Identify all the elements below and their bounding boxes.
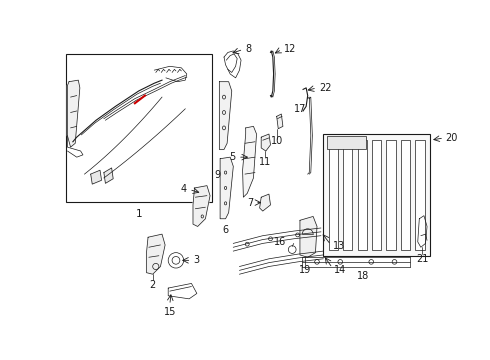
Polygon shape [260,194,270,211]
Polygon shape [261,134,270,151]
Text: 3: 3 [193,255,199,265]
Text: 19: 19 [299,265,312,275]
Text: 8: 8 [245,44,252,54]
Text: 11: 11 [259,157,271,167]
Text: 2: 2 [149,280,156,291]
Text: 17: 17 [294,104,306,114]
Polygon shape [193,186,210,226]
Polygon shape [243,126,257,197]
Text: 12: 12 [285,44,297,54]
Polygon shape [68,80,80,147]
Bar [416,140,425,249]
Polygon shape [277,114,283,129]
Polygon shape [220,157,233,219]
Text: 21: 21 [416,254,429,264]
Text: 16: 16 [274,237,286,247]
Bar [323,134,430,256]
Text: 5: 5 [229,152,236,162]
Text: 14: 14 [334,265,346,275]
Bar [329,140,338,249]
Text: 6: 6 [222,225,229,235]
Bar [343,140,352,249]
Polygon shape [220,82,232,149]
Bar [401,140,410,249]
Text: 9: 9 [215,170,221,180]
Polygon shape [91,170,101,184]
Text: 1: 1 [135,209,142,219]
Polygon shape [104,168,113,183]
Polygon shape [300,216,317,257]
Bar [387,140,396,249]
Text: 18: 18 [357,271,369,281]
Bar [327,136,366,149]
Text: 22: 22 [319,83,332,93]
Text: 7: 7 [247,198,253,208]
Text: 4: 4 [181,184,187,194]
Bar [372,140,381,249]
Bar [358,140,367,249]
Text: 13: 13 [333,242,345,252]
Text: 20: 20 [445,133,458,143]
Text: 10: 10 [270,136,283,145]
Polygon shape [147,234,165,274]
Bar [66,54,212,202]
Text: 15: 15 [164,306,176,316]
